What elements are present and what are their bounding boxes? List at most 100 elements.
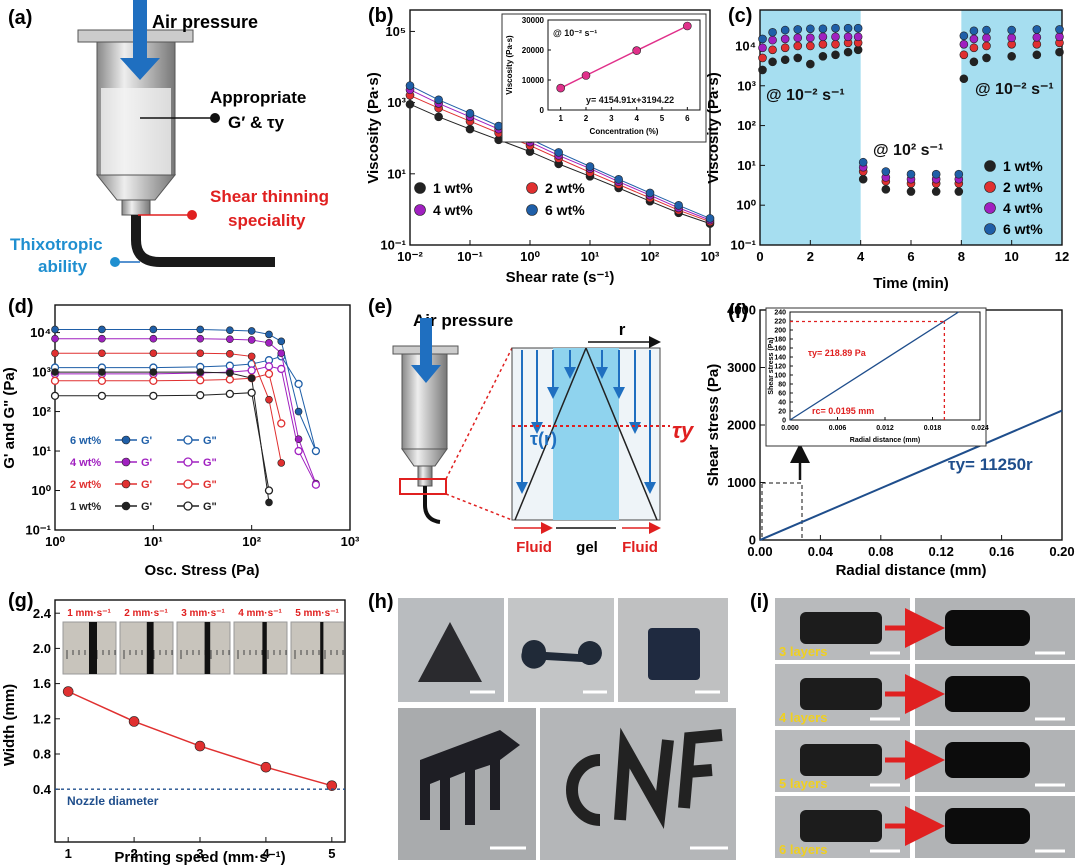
data-point — [405, 81, 415, 90]
data-point — [858, 174, 868, 184]
y-tick-label: 10⁻¹ — [25, 523, 51, 538]
data-point — [758, 65, 767, 75]
x-tick-label: 4 — [857, 249, 865, 264]
y-tick-label: 2000 — [727, 418, 756, 433]
x-tick-label: 1 — [65, 846, 72, 861]
label: Air pressure — [413, 311, 513, 330]
x-tick-label: 6 — [685, 114, 690, 123]
data-point — [853, 23, 863, 33]
x-tick-label: 2 — [807, 249, 814, 264]
printed-letter — [678, 729, 723, 809]
data-point — [758, 43, 767, 53]
x-axis-label: Concentration (%) — [590, 127, 659, 136]
data-point — [294, 446, 303, 456]
chart: 0.000 0.006 0.012 0.018 0.024 0 20 40 60 80 100 120… — [765, 307, 989, 447]
data-point — [1007, 51, 1016, 61]
data-point — [51, 325, 59, 334]
panel-label: (a) — [8, 7, 32, 29]
data-point — [196, 325, 205, 334]
y-tick-label: 10¹ — [737, 158, 756, 173]
y-tick-label: 10² — [32, 404, 51, 419]
extruded-filament — [131, 215, 275, 267]
x-tick-label: 2 — [130, 846, 137, 861]
legend-marker — [526, 182, 538, 194]
layer-label: 5 layers — [779, 776, 827, 791]
annotation: @ 10⁻² s⁻¹ — [766, 87, 845, 104]
data-point — [931, 187, 941, 196]
data-point — [405, 99, 415, 109]
x-tick-label: 10¹ — [581, 249, 600, 264]
data-point — [97, 391, 107, 400]
data-point — [581, 71, 591, 80]
data-point — [645, 188, 655, 198]
data-point — [51, 368, 59, 376]
y-axis-label: Shear stress (Pa) — [705, 364, 722, 487]
y-tick-label: 2.4 — [33, 606, 52, 621]
data-point — [843, 47, 853, 57]
data-point — [98, 334, 106, 343]
data-point — [768, 35, 777, 45]
data-point — [277, 364, 286, 374]
label: Air pressure — [152, 12, 258, 32]
chart: 0.00 0.04 0.08 0.12 0.16 0.200100020003000400… — [705, 301, 1075, 579]
data-point — [434, 95, 443, 105]
data-point — [1032, 32, 1042, 42]
x-tick-label: 6 — [907, 249, 914, 264]
data-point — [226, 335, 234, 344]
printed-block — [800, 810, 882, 842]
chart: 1 2 3 4 5 6 0 10000 20000 30000 @ 10⁻² s⁻¹ y= 4154.… — [501, 13, 707, 143]
x-tick-label: 3 — [609, 114, 614, 123]
legend-label: 1 wt% — [1003, 158, 1043, 174]
y-tick-label: 10⁵ — [385, 24, 406, 39]
legend-label: G' — [141, 435, 153, 447]
legend-label: G" — [203, 457, 217, 469]
y-tick-label: 200 — [774, 327, 786, 334]
legend-label: 4 wt% — [433, 202, 473, 218]
layer-label: 4 layers — [779, 710, 827, 725]
data-point — [969, 43, 979, 53]
data-point — [768, 45, 777, 55]
y-tick-label: 240 — [774, 309, 786, 316]
series-line — [55, 373, 282, 424]
data-point — [806, 24, 815, 34]
data-point — [196, 334, 205, 343]
data-point — [465, 109, 475, 118]
data-point — [831, 40, 840, 49]
legend-label: G' — [141, 457, 153, 469]
legend-marker — [984, 160, 996, 172]
layer-label: 3 layers — [779, 644, 827, 659]
data-point — [793, 53, 803, 63]
syringe-ink — [101, 88, 171, 175]
printed-block — [800, 744, 882, 776]
data-point — [226, 369, 234, 377]
x-tick-label: 0.08 — [868, 544, 893, 559]
y-tick-label: 10³ — [32, 365, 51, 380]
data-point — [277, 349, 286, 358]
y-tick-label: 80 — [778, 381, 786, 388]
y-tick-label: 220 — [774, 318, 786, 325]
data-point — [1007, 25, 1016, 35]
data-point — [50, 376, 60, 385]
photo — [233, 621, 288, 675]
panel-label: (c) — [728, 5, 752, 27]
y-tick-label: 100 — [774, 372, 786, 379]
printed-block — [800, 678, 882, 710]
data-point — [98, 349, 106, 358]
label: gel — [576, 539, 598, 556]
data-point — [780, 55, 790, 65]
flow-arrows — [516, 350, 656, 494]
data-point — [881, 185, 891, 194]
data-point — [793, 33, 803, 43]
data-point — [954, 187, 964, 196]
label: Shear thinning — [210, 187, 329, 206]
printed-line — [262, 622, 267, 674]
legend-label: 6 wt% — [545, 202, 585, 218]
data-point — [831, 23, 840, 33]
x-axis-label: Printing speed (mm·s⁻¹) — [114, 849, 285, 866]
data-point — [843, 23, 853, 33]
x-tick-label: 12 — [1055, 249, 1069, 264]
y-tick-label: 1000 — [727, 475, 756, 490]
y-tick-label: 120 — [774, 363, 786, 370]
label: r — [619, 320, 626, 339]
